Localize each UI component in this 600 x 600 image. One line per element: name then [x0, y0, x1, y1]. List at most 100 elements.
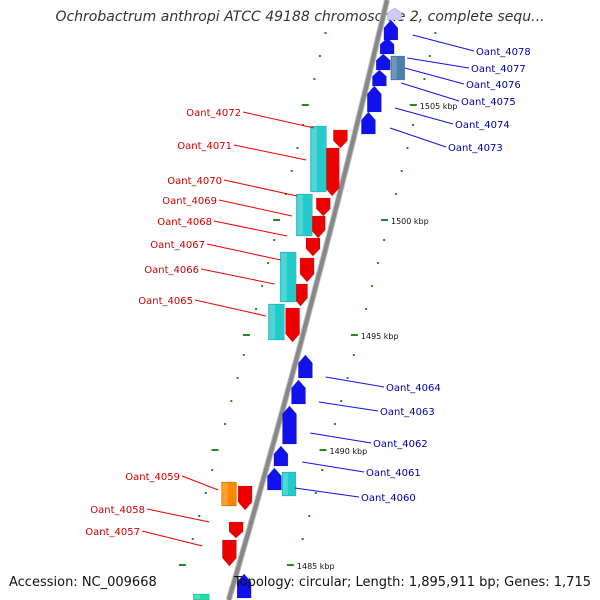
minor-tick [346, 377, 349, 379]
forward-gene-arrow [333, 129, 348, 149]
forward-gene-leader [194, 299, 267, 317]
forward-gene-label: Oant_4070 [167, 176, 222, 187]
kbp-label: 1485 kbp [297, 562, 335, 571]
major-tick [319, 449, 327, 451]
minor-tick [434, 32, 437, 34]
reverse-gene-arrow [379, 37, 395, 55]
topology-text: Topology: circular; Length: 1,895,911 bp… [233, 575, 591, 590]
reverse-gene-arrow [375, 53, 391, 71]
minor-tick [340, 400, 343, 402]
forward-gene-leader [200, 268, 275, 285]
minor-tick [324, 32, 327, 34]
reverse-gene-leader [302, 461, 365, 473]
reverse-gene-label: Oant_4064 [386, 383, 441, 394]
feature-layer [193, 7, 406, 600]
minor-tick [198, 515, 201, 517]
minor-tick [314, 492, 317, 494]
kbp-label: 1500 kbp [391, 217, 429, 226]
minor-tick [273, 239, 276, 241]
minor-tick [267, 262, 270, 264]
cds-block-shine [269, 305, 275, 339]
cds-block-shine [311, 127, 317, 191]
minor-tick [224, 423, 226, 425]
forward-gene-label: Oant_4069 [162, 196, 217, 207]
tick-layer: 1505 kbp 1500 kbp 1495 kbp 1490 kbp 1485 kbp [178, 32, 458, 571]
minor-tick [290, 170, 293, 172]
minor-tick [261, 285, 264, 287]
minor-tick [412, 124, 415, 126]
minor-tick [394, 193, 397, 195]
cds-block [279, 251, 297, 303]
reverse-gene-label: Oant_4060 [361, 493, 416, 504]
reverse-gene-arrow [298, 354, 313, 379]
cds-block [281, 471, 297, 497]
major-tick [211, 449, 219, 451]
reverse-gene-label: Oant_4063 [380, 407, 435, 418]
cds-block [295, 193, 313, 237]
minor-tick [377, 262, 380, 264]
minor-tick [334, 423, 336, 425]
forward-gene-leader [218, 199, 293, 217]
major-tick [409, 104, 417, 106]
forward-gene-label: Oant_4072 [186, 108, 241, 119]
forward-gene-label: Oant_4057 [85, 527, 140, 538]
reverse-gene-arrow [372, 69, 387, 87]
minor-tick [242, 354, 245, 356]
cds-block-shine [281, 253, 287, 301]
reverse-gene-label: Oant_4077 [471, 64, 526, 75]
minor-tick [191, 538, 194, 540]
kbp-label: 1490 kbp [330, 447, 368, 456]
kbp-label: 1505 kbp [420, 102, 458, 111]
minor-tick [308, 515, 311, 517]
reverse-gene-label: Oant_4076 [466, 80, 521, 91]
cds-block-shine [283, 473, 288, 495]
reverse-gene-leader [394, 107, 454, 125]
forward-gene-leader [213, 220, 288, 237]
reverse-gene-arrow [366, 85, 382, 113]
reverse-gene-leader [318, 401, 379, 412]
forward-gene-leader [141, 530, 203, 547]
accession-text: Accession: NC_009668 [9, 575, 157, 590]
reverse-gene-arrow [236, 573, 252, 599]
reverse-gene-leader [325, 376, 385, 388]
minor-tick [406, 147, 409, 149]
major-tick [242, 334, 250, 336]
other-gene-block [221, 481, 237, 507]
forward-gene-arrow [299, 257, 315, 283]
cds-block [310, 125, 327, 193]
minor-tick [313, 78, 316, 80]
reverse-gene-leader [401, 82, 460, 102]
forward-gene-leader [233, 144, 307, 161]
major-tick [301, 104, 309, 106]
reverse-gene-arrow [282, 405, 297, 445]
reverse-gene-label: Oant_4074 [455, 120, 510, 131]
forward-gene-leader [146, 508, 210, 523]
reverse-gene-label: Oant_4061 [366, 468, 421, 479]
forward-gene-arrow [310, 215, 326, 239]
forward-gene-label: Oant_4067 [150, 240, 205, 251]
minor-tick [211, 469, 214, 471]
reverse-gene-leader [389, 127, 447, 148]
forward-gene-leader [242, 111, 315, 129]
reverse-gene-leader [404, 67, 465, 85]
minor-tick [423, 78, 426, 80]
major-tick [178, 564, 186, 566]
minor-tick [236, 377, 239, 379]
other-gene-block-shine [222, 483, 228, 505]
cds-block [268, 303, 285, 341]
kbp-label: 1495 kbp [361, 332, 399, 341]
reverse-gene-label: Oant_4075 [461, 97, 516, 108]
backbone-line [226, 0, 389, 600]
forward-gene-arrow [237, 485, 253, 511]
label-layer: Oant_4078 Oant_4077 Oant_4076 Oant_4075 Oant… [85, 34, 531, 547]
forward-gene-label: Oant_4059 [125, 472, 180, 483]
reverse-gene-arrow [267, 467, 282, 491]
minor-tick [383, 239, 386, 241]
minor-tick [428, 55, 431, 57]
minor-tick [371, 285, 374, 287]
forward-gene-arrow [315, 197, 331, 217]
reverse-cds-block-shine [391, 57, 397, 79]
reverse-gene-arrow [387, 7, 403, 21]
minor-tick [400, 170, 403, 172]
